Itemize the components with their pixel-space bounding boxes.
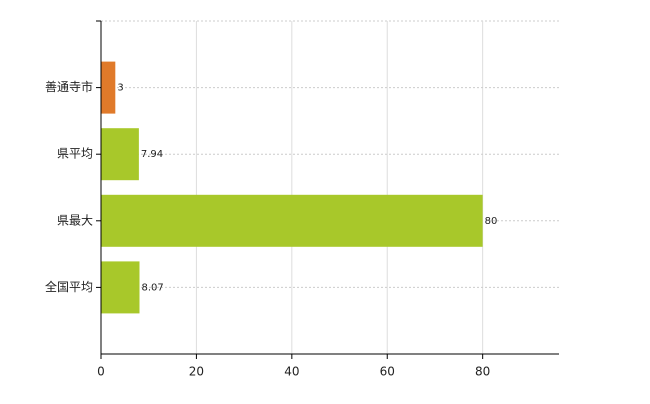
bar xyxy=(101,128,139,181)
x-tick-label: 0 xyxy=(97,365,105,379)
y-tick-label: 県平均 xyxy=(57,147,93,161)
value-label: 80 xyxy=(485,216,498,227)
y-tick-label: 善通寺市 xyxy=(45,79,93,94)
y-tick-label: 全国平均 xyxy=(45,279,93,294)
bar xyxy=(101,61,116,114)
x-tick-label: 20 xyxy=(189,365,204,379)
y-tick-label: 県最大 xyxy=(57,213,93,227)
value-label: 7.94 xyxy=(141,149,163,160)
bar xyxy=(101,194,483,247)
x-tick-label: 80 xyxy=(475,365,490,379)
x-tick-label: 60 xyxy=(380,365,395,379)
value-label: 8.07 xyxy=(142,282,164,293)
value-label: 3 xyxy=(117,83,123,94)
x-tick-label: 40 xyxy=(284,365,299,379)
bar xyxy=(101,261,140,314)
